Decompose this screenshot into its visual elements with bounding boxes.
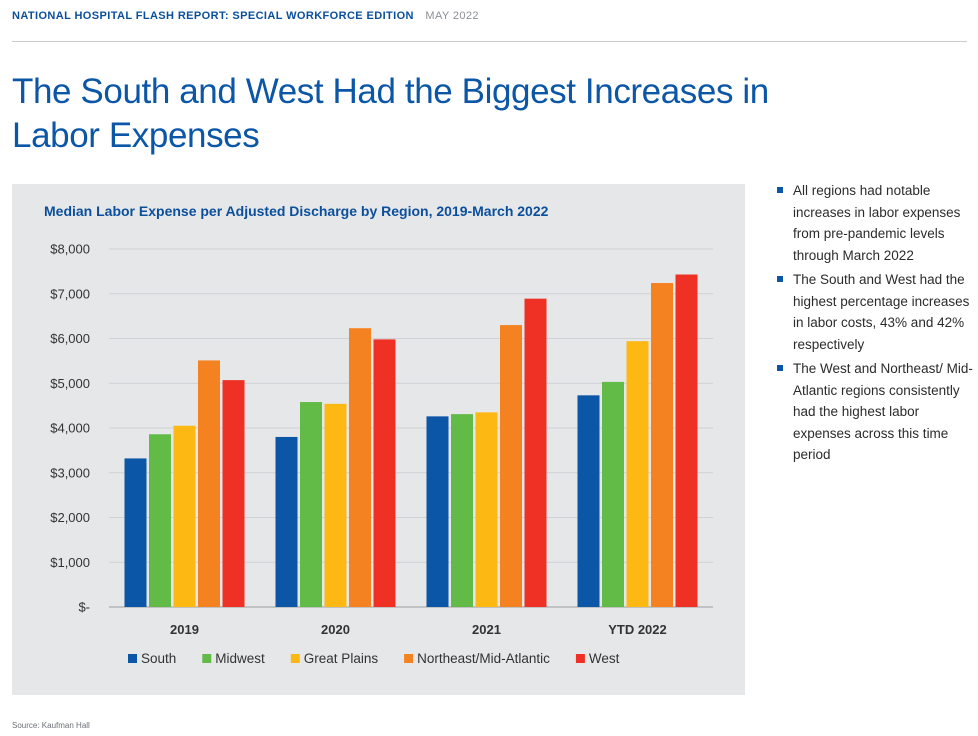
legend-label: South (141, 651, 176, 666)
y-tick-label: $4,000 (50, 421, 90, 436)
bar-northeast-mid-atlantic-2021 (500, 325, 522, 607)
bar-west-ytd-2022 (675, 274, 698, 607)
bar-great-plains-2019 (173, 425, 196, 607)
bar-south-2019 (124, 458, 147, 607)
legend-label: Midwest (215, 651, 265, 666)
legend-label: Great Plains (304, 651, 379, 666)
report-date: MAY 2022 (425, 10, 479, 22)
y-tick-label: $3,000 (50, 465, 90, 480)
page-title: The South and West Had the Biggest Incre… (12, 72, 769, 155)
finding-item: The West and Northeast/ Mid-Atlantic reg… (776, 358, 976, 466)
legend-label: West (589, 651, 620, 666)
finding-item: The South and West had the highest perce… (776, 269, 976, 355)
bar-northeast-mid-atlantic-2019 (198, 360, 220, 607)
y-tick-label: $2,000 (50, 510, 90, 525)
bar-northeast-mid-atlantic-2020 (349, 328, 371, 607)
bar-great-plains-2020 (324, 403, 347, 607)
y-tick-label: $8,000 (50, 242, 90, 257)
x-tick-label: 2021 (472, 622, 501, 637)
x-tick-label: 2020 (321, 622, 350, 637)
bar-midwest-ytd-2022 (602, 381, 624, 607)
bar-great-plains-ytd-2022 (626, 341, 649, 607)
x-tick-label: YTD 2022 (608, 622, 667, 637)
bar-south-ytd-2022 (577, 395, 600, 607)
bar-midwest-2019 (149, 434, 171, 607)
legend-swatch (202, 654, 212, 663)
bullet-marker (777, 187, 783, 193)
y-tick-label: $6,000 (50, 331, 90, 346)
finding-text: The West and Northeast/ Mid-Atlantic reg… (793, 361, 973, 462)
legend-swatch (290, 654, 300, 663)
source-note: Source: Kaufman Hall (12, 721, 90, 730)
bullet-marker (777, 276, 783, 282)
bar-midwest-2021 (451, 414, 473, 607)
header-divider (12, 41, 967, 42)
bar-west-2021 (524, 298, 547, 607)
bar-midwest-2020 (300, 402, 322, 607)
bar-west-2019 (222, 380, 245, 607)
finding-text: All regions had notable increases in lab… (793, 183, 961, 263)
bar-great-plains-2021 (475, 412, 498, 607)
y-tick-label: $1,000 (50, 555, 90, 570)
bar-south-2020 (275, 436, 298, 607)
bar-west-2020 (373, 339, 396, 607)
x-tick-label: 2019 (170, 622, 199, 637)
y-tick-label: $5,000 (50, 376, 90, 391)
report-header: NATIONAL HOSPITAL FLASH REPORT: SPECIAL … (12, 10, 479, 22)
y-tick-label: $7,000 (50, 286, 90, 301)
legend-swatch (575, 654, 585, 663)
legend-label: Northeast/Mid-Atlantic (417, 651, 550, 666)
bar-northeast-mid-atlantic-ytd-2022 (651, 283, 673, 607)
key-findings-list: All regions had notable increases in lab… (776, 180, 976, 469)
bar-chart: $- $1,000 $2,000 $3,000 $4,000 $5,000 $6,000 $7… (50, 242, 713, 666)
legend-swatch (404, 654, 414, 663)
chart-title: Median Labor Expense per Adjusted Discha… (44, 203, 549, 219)
y-tick-label: $- (78, 600, 90, 615)
legend-swatch (128, 654, 137, 663)
bar-south-2021 (426, 416, 449, 607)
finding-item: All regions had notable increases in lab… (776, 180, 976, 266)
finding-text: The South and West had the highest perce… (793, 272, 970, 352)
bullet-marker (777, 365, 783, 371)
chart-panel: Median Labor Expense per Adjusted Discha… (12, 184, 745, 695)
report-name: NATIONAL HOSPITAL FLASH REPORT: SPECIAL … (12, 10, 414, 22)
